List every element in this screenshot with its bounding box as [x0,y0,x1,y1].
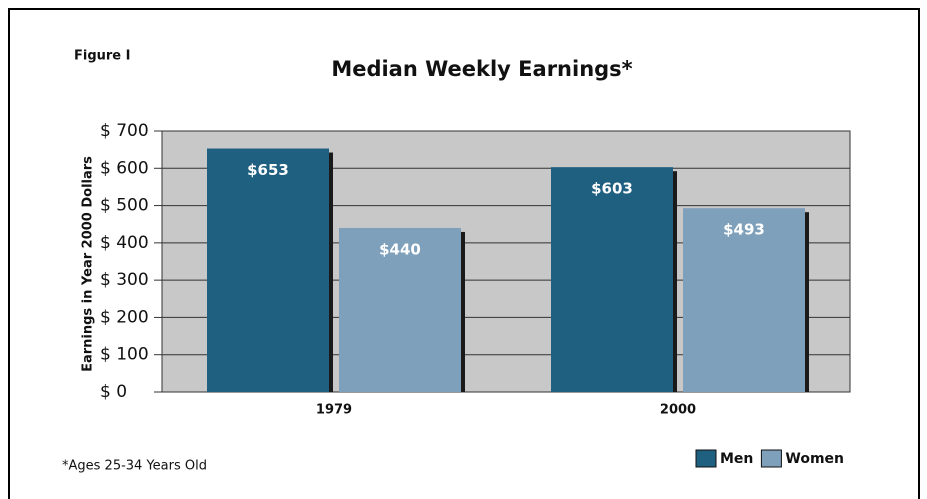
y-tick-label: $ 0 [100,382,127,402]
data-label: $440 [379,240,421,258]
figure-label: Figure I [74,49,131,64]
data-label: $603 [591,180,633,198]
legend-swatch [695,449,717,468]
bar [683,208,805,392]
y-tick-label: $ 600 [100,158,149,178]
y-tick-label: $ 200 [100,307,149,327]
data-label: $653 [247,161,289,179]
legend-label: Women [785,451,844,467]
bar [551,167,673,392]
footnote: *Ages 25-34 Years Old [62,459,207,474]
y-tick-label: $ 400 [100,233,149,253]
legend-label: Men [720,451,753,467]
y-tick-label: $ 500 [100,196,149,216]
y-tick-label: $ 700 [100,121,149,141]
y-axis-label: Earnings in Year 2000 Dollars [81,156,96,372]
bar [207,148,329,392]
x-tick-label: 1979 [316,403,352,418]
y-tick-label: $ 300 [100,270,149,290]
legend-swatch [760,449,782,468]
y-tick-label: $ 100 [100,345,149,365]
bar [339,227,461,392]
x-tick-label: 2000 [660,403,696,418]
data-label: $493 [723,221,765,239]
frame [8,8,920,499]
chart-title: Median Weekly Earnings* [331,57,632,81]
